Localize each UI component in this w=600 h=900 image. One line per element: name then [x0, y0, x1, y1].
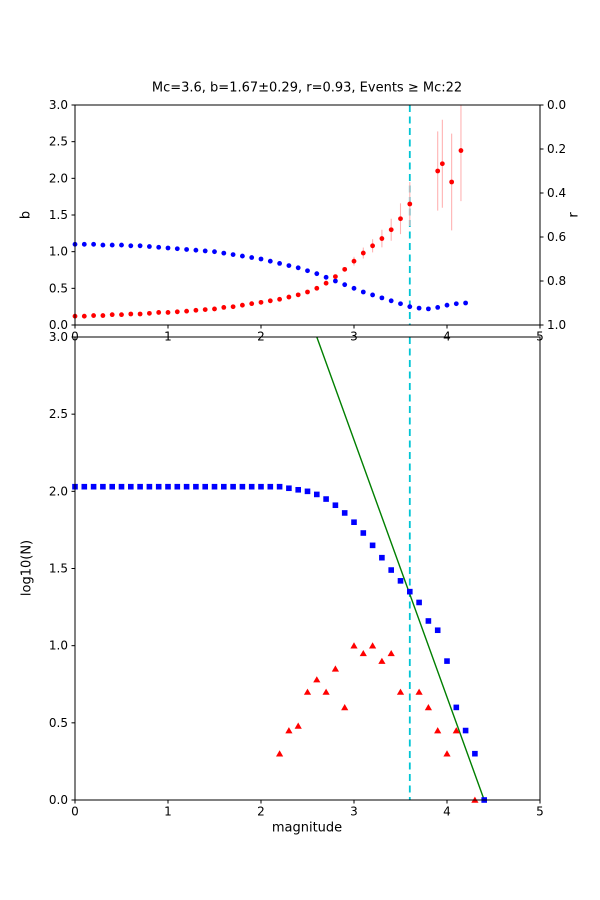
svg-text:0.0: 0.0	[49, 793, 68, 807]
series-cumulative-count	[72, 483, 487, 803]
fit-line	[316, 336, 485, 801]
svg-text:3.0: 3.0	[49, 330, 68, 344]
svg-text:5: 5	[536, 805, 544, 819]
top-right-ylabel: r	[566, 212, 582, 218]
ticks: 0123450.00.51.01.52.02.53.00.00.20.40.60…	[49, 98, 566, 344]
svg-text:1.5: 1.5	[49, 562, 68, 576]
plot-title: Mc=3.6, b=1.67±0.29, r=0.93, Events ≥ Mc…	[151, 80, 463, 96]
ticks: 0 1 2 3 4 5 0.0 0.5 1.0 1.5 2.0 2.5 3.0	[49, 330, 544, 819]
svg-text:2.5: 2.5	[49, 407, 68, 421]
top-left-ylabel: b	[18, 210, 34, 220]
svg-text:1.0: 1.0	[49, 639, 68, 653]
svg-text:2.0: 2.0	[49, 171, 68, 185]
svg-text:0: 0	[71, 805, 79, 819]
svg-text:3.0: 3.0	[49, 98, 68, 112]
svg-text:2: 2	[257, 805, 265, 819]
axes-frame	[74, 336, 541, 801]
svg-text:0.5: 0.5	[49, 281, 68, 295]
svg-text:1: 1	[164, 805, 172, 819]
series-b-value	[72, 241, 468, 312]
svg-text:0.8: 0.8	[547, 274, 566, 288]
svg-text:0.0: 0.0	[547, 98, 566, 112]
svg-text:4: 4	[443, 805, 451, 819]
svg-text:2.5: 2.5	[49, 135, 68, 149]
svg-text:0.4: 0.4	[547, 186, 566, 200]
bottom-ylabel: log10(N)	[19, 539, 35, 597]
svg-text:0.0: 0.0	[49, 318, 68, 332]
svg-text:1.5: 1.5	[49, 208, 68, 222]
svg-text:3: 3	[350, 805, 358, 819]
bottom-panel-fmd: 0 1 2 3 4 5 0.0 0.5 1.0 1.5 2.0 2.5 3.0	[49, 330, 544, 819]
svg-text:1.0: 1.0	[49, 245, 68, 259]
top-panel-b-r-vs-magnitude: 0123450.00.51.01.52.02.53.00.00.20.40.60…	[49, 98, 566, 344]
series-r-value	[72, 105, 464, 319]
svg-text:0.2: 0.2	[547, 142, 566, 156]
xlabel: magnitude	[271, 820, 343, 836]
svg-text:0.5: 0.5	[49, 716, 68, 730]
svg-text:2.0: 2.0	[49, 484, 68, 498]
svg-text:0.6: 0.6	[547, 230, 566, 244]
svg-text:1.0: 1.0	[547, 318, 566, 332]
series-binned-count	[276, 642, 479, 803]
